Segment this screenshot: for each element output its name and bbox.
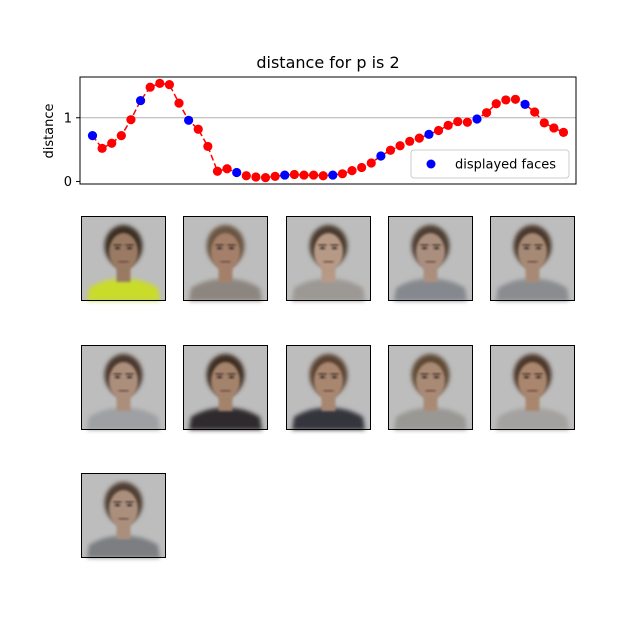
displayed-face-point <box>424 129 434 139</box>
distance-point <box>539 118 549 128</box>
distance-point <box>155 78 165 88</box>
face-thumbnail <box>286 216 371 301</box>
distance-point <box>357 162 367 173</box>
legend-label: displayed faces <box>455 158 556 173</box>
displayed-face-point <box>376 151 386 161</box>
face-thumbnail <box>81 345 166 430</box>
distance-point <box>482 108 492 118</box>
displayed-face-point <box>520 99 530 109</box>
distance-point <box>501 95 511 105</box>
displayed-face-point <box>280 170 290 180</box>
distance-point <box>116 130 126 141</box>
axes-frame <box>79 76 577 185</box>
legend: displayed faces <box>410 149 570 179</box>
face-thumbnail <box>490 216 575 301</box>
distance-point <box>530 107 540 117</box>
face-thumbnail <box>81 473 166 558</box>
distance-point <box>222 164 232 174</box>
face-thumbnail <box>286 345 371 430</box>
distance-point <box>549 123 559 133</box>
displayed-face-point <box>184 115 194 125</box>
distance-point <box>251 172 261 182</box>
distance-point <box>299 170 309 180</box>
y-tick-label: 1 <box>64 111 72 126</box>
distance-point <box>453 116 463 127</box>
plot-area: 01 distance displayed faces <box>42 76 577 190</box>
displayed-face-point <box>472 114 482 124</box>
displayed-face-point <box>328 170 338 180</box>
y-ticks: 01 <box>64 111 80 190</box>
distance-point <box>347 166 357 176</box>
distance-point <box>260 173 271 183</box>
distance-point <box>510 94 521 104</box>
distance-point <box>270 171 280 181</box>
face-thumbnail <box>388 216 473 301</box>
face-grid <box>81 216 575 558</box>
face-thumbnail <box>183 345 268 430</box>
distance-point <box>558 127 569 138</box>
distance-point <box>366 158 376 168</box>
distance-point <box>308 170 319 180</box>
distance-point <box>337 169 348 179</box>
displayed-face-point <box>87 130 98 141</box>
distance-point <box>145 82 155 92</box>
distance-point <box>97 143 107 153</box>
distance-point <box>193 124 203 134</box>
distance-point <box>405 136 415 146</box>
distance-point <box>318 171 328 181</box>
distance-point <box>462 117 472 127</box>
y-axis-label: distance <box>42 103 57 158</box>
distance-point <box>212 166 223 176</box>
distance-point <box>174 98 184 108</box>
distance-point <box>107 138 117 148</box>
legend-box <box>410 149 570 179</box>
legend-marker <box>426 159 436 169</box>
face-thumbnail <box>81 216 166 301</box>
distance-point <box>385 145 396 155</box>
distance-point <box>395 141 405 151</box>
y-tick-label: 0 <box>64 175 72 190</box>
chart-title: distance for p is 2 <box>256 53 399 72</box>
distance-point <box>289 169 299 180</box>
distance-point <box>203 141 213 152</box>
face-thumbnail <box>490 345 575 430</box>
displayed-face-point <box>232 167 242 178</box>
distance-point <box>126 115 136 125</box>
displayed-face-point <box>135 95 146 106</box>
face-thumbnail <box>388 345 473 430</box>
distance-point <box>241 171 251 181</box>
distance-point <box>414 133 424 143</box>
distance-point <box>164 80 174 90</box>
face-thumbnail <box>183 216 268 301</box>
data-points <box>87 78 569 183</box>
distance-point <box>433 125 444 136</box>
distance-point <box>491 99 501 109</box>
distance-point <box>443 120 453 131</box>
